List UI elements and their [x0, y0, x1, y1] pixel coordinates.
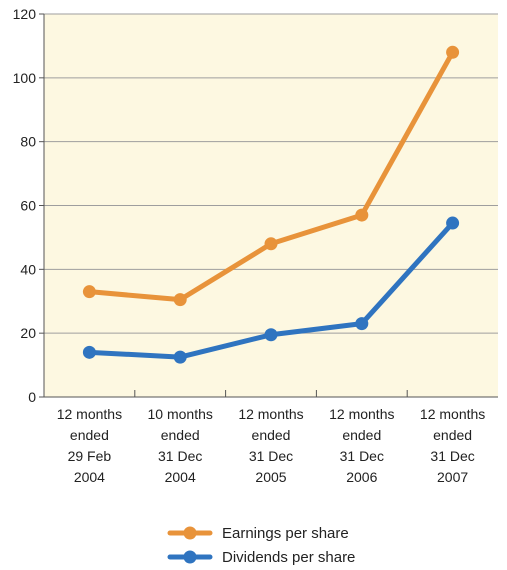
- x-tick-label-line: ended: [433, 427, 472, 443]
- data-point-earnings-per-share: [355, 208, 369, 222]
- y-tick-labels: 0 20 40 60 80 100 120: [13, 6, 37, 405]
- legend-swatch-marker: [183, 526, 197, 540]
- x-tick-label: 12 months ended 31 Dec 2005: [238, 406, 303, 485]
- x-tick-label: 12 months ended 31 Dec 2006: [329, 406, 394, 485]
- x-tick-label-line: 12 months: [238, 406, 303, 422]
- series-dividends-per-share: [82, 216, 460, 364]
- y-tick-label: 20: [20, 325, 36, 341]
- x-tick-label: 12 months ended 31 Dec 2007: [420, 406, 485, 485]
- data-point-earnings-per-share: [82, 285, 96, 299]
- x-tick-labels: 12 months ended 29 Feb 2004 10 months ended 31…: [57, 406, 486, 485]
- y-tick-label: 40: [20, 261, 36, 277]
- x-tick-label-line: ended: [252, 427, 291, 443]
- x-tick-label-line: ended: [342, 427, 381, 443]
- y-tick-label: 0: [28, 389, 36, 405]
- x-tick-label-line: 31 Dec: [430, 448, 474, 464]
- series-earnings-per-share: [82, 45, 460, 307]
- x-tick-label-line: 29 Feb: [68, 448, 112, 464]
- y-tick-label: 100: [13, 70, 37, 86]
- y-tick-label: 120: [13, 6, 37, 22]
- x-tick-label-line: ended: [161, 427, 200, 443]
- legend-label: Dividends per share: [222, 549, 355, 566]
- y-tick-label: 80: [20, 134, 36, 150]
- x-tick-label-line: ended: [70, 427, 109, 443]
- x-tick-label-line: 2007: [437, 469, 468, 485]
- legend-label: Earnings per share: [222, 525, 349, 542]
- data-point-dividends-per-share: [82, 345, 96, 359]
- x-tick-label-line: 31 Dec: [158, 448, 202, 464]
- x-tick-label-line: 12 months: [420, 406, 485, 422]
- data-point-dividends-per-share: [446, 216, 460, 230]
- legend-item-dividends-per-share: Dividends per share: [167, 549, 355, 566]
- data-point-dividends-per-share: [264, 328, 278, 342]
- legend: Earnings per share Dividends per share: [167, 525, 355, 566]
- legend-item-earnings-per-share: Earnings per share: [167, 525, 349, 542]
- gridlines: [44, 13, 498, 334]
- x-tick-label-line: 10 months: [148, 406, 213, 422]
- data-point-earnings-per-share: [173, 293, 187, 307]
- legend-swatch-marker: [183, 550, 197, 564]
- data-point-earnings-per-share: [264, 237, 278, 251]
- y-tick-label: 60: [20, 198, 36, 214]
- x-tick-label-line: 2004: [74, 469, 105, 485]
- series: [82, 45, 460, 364]
- x-tick-label-line: 2006: [346, 469, 377, 485]
- x-tick-label-line: 2004: [165, 469, 196, 485]
- data-point-dividends-per-share: [173, 350, 187, 364]
- data-point-earnings-per-share: [446, 45, 460, 59]
- x-tick-label-line: 31 Dec: [340, 448, 384, 464]
- x-tick-label: 10 months ended 31 Dec 2004: [148, 406, 213, 485]
- x-tick-label-line: 2005: [255, 469, 286, 485]
- x-tick-label: 12 months ended 29 Feb 2004: [57, 406, 122, 485]
- x-tick-label-line: 12 months: [57, 406, 122, 422]
- axes: [39, 13, 498, 398]
- data-point-dividends-per-share: [355, 317, 369, 331]
- x-tick-label-line: 31 Dec: [249, 448, 293, 464]
- x-tick-label-line: 12 months: [329, 406, 394, 422]
